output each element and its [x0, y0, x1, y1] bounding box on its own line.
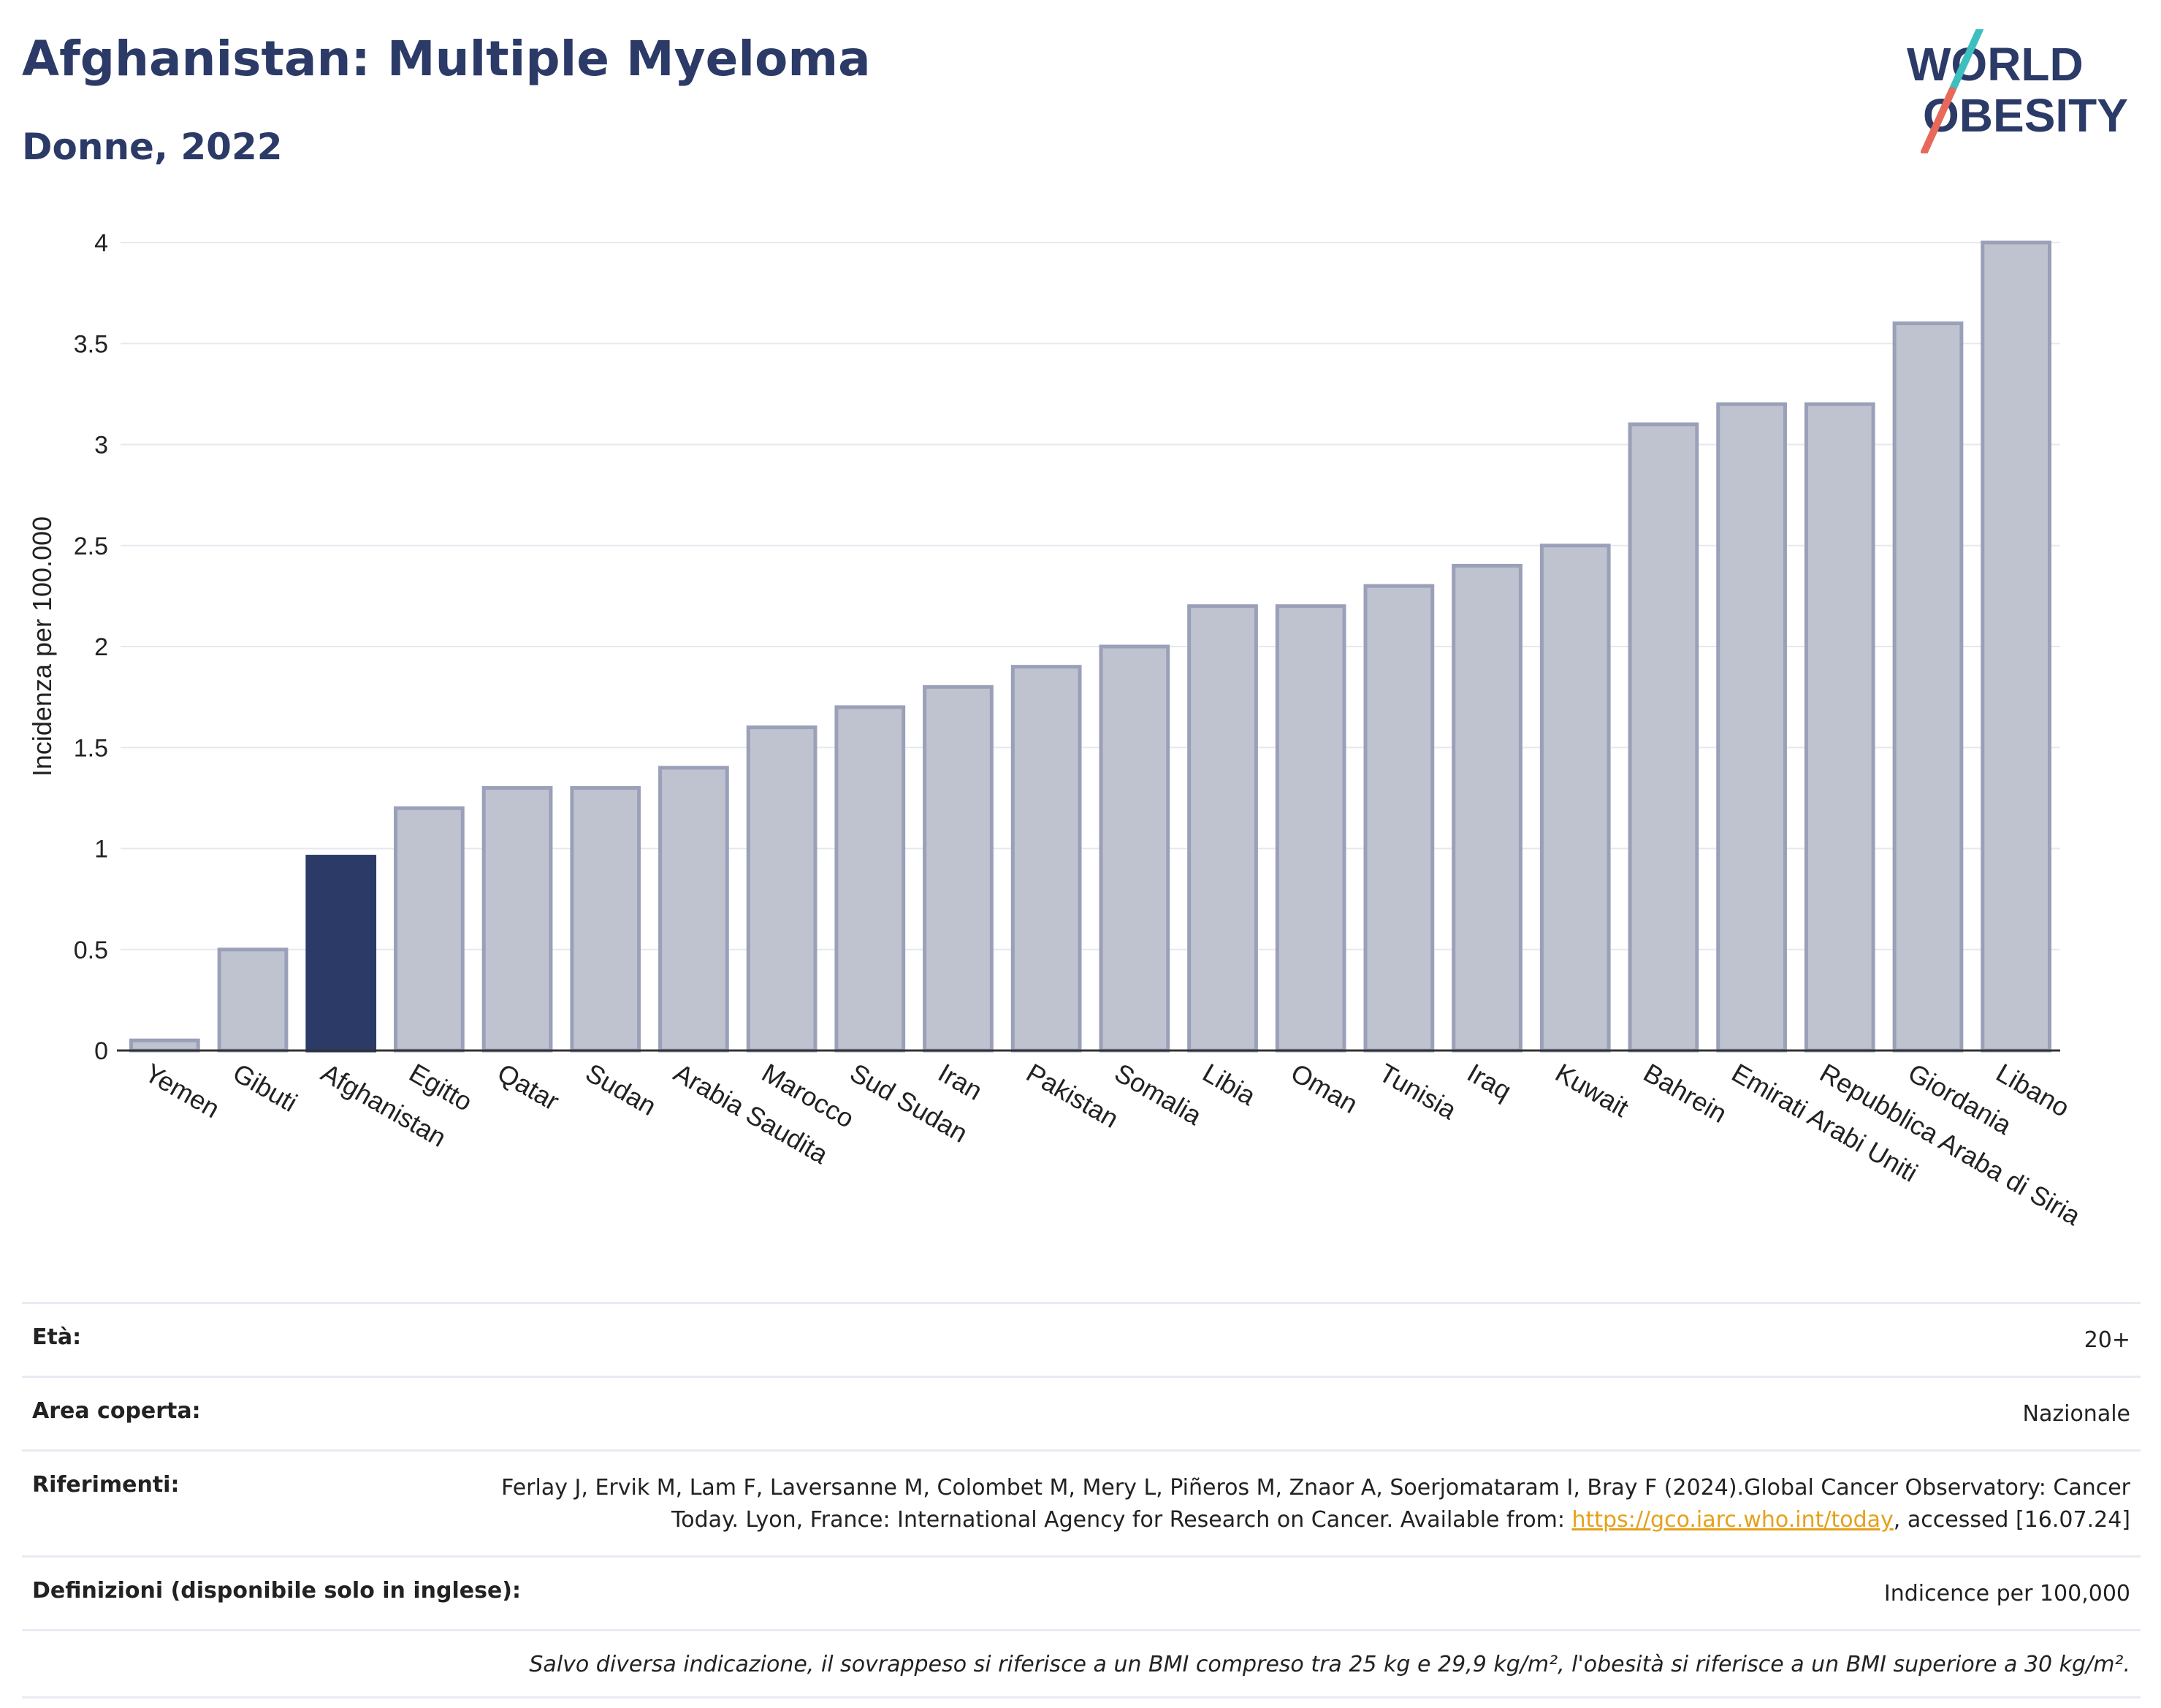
bar[interactable]	[1981, 240, 2052, 1053]
bar[interactable]	[1275, 604, 1346, 1053]
references-text: Ferlay J, Ervik M, Lam F, Laversanne M, …	[501, 1475, 2130, 1533]
page-title: Afghanistan: Multiple Myeloma	[22, 31, 871, 87]
bar[interactable]	[1628, 422, 1699, 1053]
info-row-area: Area coperta: Nazionale	[22, 1376, 2141, 1449]
y-axis-label: Incidenza per 100.000	[27, 516, 57, 777]
info-row-references: Riferimenti: Ferlay J, Ervik M, Lam F, L…	[22, 1449, 2141, 1555]
info-row-note: Salvo diversa indicazione, il sovrappeso…	[22, 1629, 2141, 1699]
y-tick-label: 0.5	[74, 937, 108, 964]
age-label: Età:	[32, 1324, 82, 1350]
x-tick-label: Bahrein	[1639, 1057, 1732, 1129]
x-tick-label: Pakistan	[1021, 1057, 1124, 1134]
bar[interactable]	[1892, 321, 1964, 1053]
bar[interactable]	[394, 806, 465, 1053]
bar[interactable]	[1010, 665, 1082, 1053]
y-tick-label: 2.5	[74, 533, 108, 560]
references-label: Riferimenti:	[32, 1472, 180, 1498]
y-tick-labels: 0 0.5 1 1.5 2 2.5 3 3.5 4	[74, 229, 108, 1065]
bar[interactable]	[923, 685, 994, 1053]
bar[interactable]	[834, 705, 906, 1053]
definitions-label: Definizioni (disponibile solo in inglese…	[32, 1578, 521, 1604]
bar[interactable]	[1716, 402, 1787, 1053]
bar[interactable]	[1539, 544, 1611, 1053]
references-value: Ferlay J, Ervik M, Lam F, Laversanne M, …	[479, 1472, 2130, 1536]
x-tick-label: Yemen	[140, 1057, 224, 1124]
x-tick-label: Oman	[1286, 1057, 1362, 1119]
world-obesity-logo: WORLD OBESITY	[1907, 29, 2128, 153]
x-tick-label: Sudan	[581, 1057, 662, 1121]
y-tick-label: 0	[94, 1037, 108, 1065]
y-tick-label: 3.5	[74, 330, 108, 358]
x-tick-label: Iran	[933, 1057, 987, 1106]
x-tick-label: Somalia	[1110, 1057, 1208, 1131]
svg-text:OBESITY: OBESITY	[1923, 89, 2128, 142]
bars	[129, 240, 2052, 1053]
area-label: Area coperta:	[32, 1398, 201, 1424]
footnote: Salvo diversa indicazione, il sovrappeso…	[529, 1652, 2130, 1677]
bar-chart: 00.511.522.533.54 Yemen Gibuti Afghanistan…	[27, 229, 2086, 1232]
page-subtitle: Donne, 2022	[22, 126, 283, 168]
bar[interactable]	[217, 948, 289, 1053]
bar[interactable]	[1363, 584, 1435, 1053]
definitions-value: Indicence per 100,000	[1883, 1581, 2130, 1606]
x-tick-label: Iraq	[1463, 1057, 1517, 1106]
bar[interactable]	[658, 766, 729, 1053]
info-table: Età: 20+ Area coperta: Nazionale Riferim…	[22, 1302, 2141, 1699]
svg-text:WORLD: WORLD	[1907, 38, 2084, 91]
age-value: 20+	[2084, 1327, 2130, 1353]
references-accessed: , accessed [16.07.24]	[1893, 1507, 2130, 1533]
x-tick-label: Gibuti	[228, 1057, 302, 1118]
info-row-definitions: Definizioni (disponibile solo in inglese…	[22, 1555, 2141, 1629]
bar[interactable]	[746, 725, 817, 1053]
bar[interactable]	[1452, 563, 1522, 1053]
x-tick-label: Libia	[1198, 1057, 1262, 1111]
x-tick-label: Arabia Saudita	[668, 1057, 834, 1170]
y-tick-label: 3	[94, 432, 108, 460]
bar[interactable]	[1099, 644, 1170, 1053]
y-tick-label: 2	[94, 633, 108, 661]
info-row-age: Età: 20+	[22, 1302, 2141, 1376]
y-tick-label: 4	[94, 229, 108, 257]
bar[interactable]	[1804, 402, 1875, 1053]
references-link[interactable]: https://gco.iarc.who.int/today	[1571, 1507, 1894, 1533]
bar[interactable]	[129, 1038, 200, 1053]
bar[interactable]	[305, 855, 377, 1053]
bar[interactable]	[1187, 604, 1258, 1053]
x-tick-label: Qatar	[492, 1057, 564, 1116]
bar[interactable]	[570, 786, 641, 1053]
area-value: Nazionale	[2022, 1401, 2130, 1427]
y-tick-label: 1	[94, 836, 108, 863]
bar[interactable]	[481, 786, 553, 1053]
y-tick-label: 1.5	[74, 734, 108, 762]
x-tick-label: Kuwait	[1550, 1057, 1634, 1123]
x-tick-label: Tunisia	[1374, 1057, 1463, 1125]
